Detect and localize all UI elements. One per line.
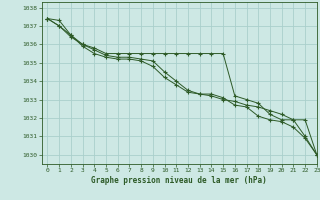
X-axis label: Graphe pression niveau de la mer (hPa): Graphe pression niveau de la mer (hPa) [91, 176, 267, 185]
